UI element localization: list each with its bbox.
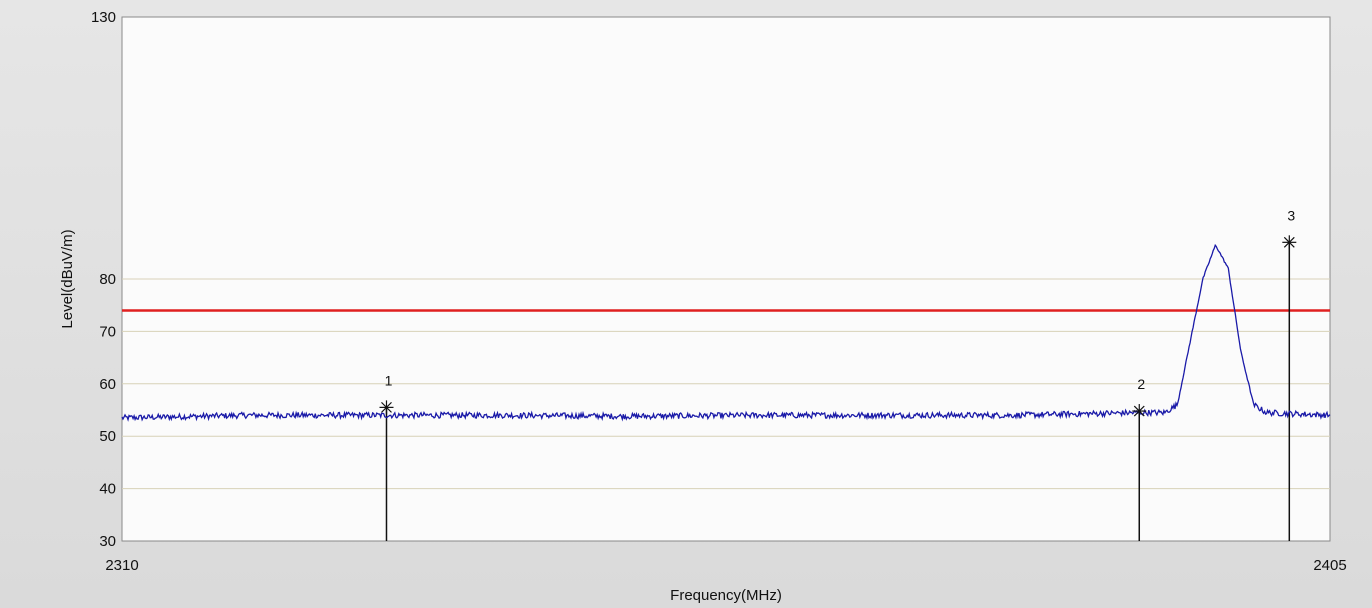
- y-axis-title: Level(dBuV/m): [59, 229, 76, 328]
- y-tick-label: 60: [99, 376, 116, 393]
- marker-lines: [385, 242, 1291, 541]
- y-tick-label: 130: [91, 9, 116, 26]
- marker-point-3: [1282, 235, 1297, 250]
- markers: 1 2 3: [379, 207, 1297, 419]
- y-tick-label: 50: [99, 428, 116, 445]
- x-axis-title: Frequency(MHz): [670, 587, 782, 604]
- marker-point-1: [379, 400, 394, 415]
- marker-point-2: [1132, 404, 1147, 419]
- y-tick-label: 30: [99, 533, 116, 550]
- marker-label-3: 3: [1287, 207, 1295, 223]
- marker-star-stroke: [1133, 405, 1145, 417]
- y-axis-tick-labels: 30 40 50 60 70 80 130: [91, 9, 116, 550]
- y-tick-label: 80: [99, 271, 116, 288]
- series-layer: [121, 243, 1331, 422]
- x-tick-label: 2405: [1313, 557, 1346, 574]
- marker-label-2: 2: [1137, 376, 1145, 392]
- y-tick-label: 40: [99, 481, 116, 498]
- x-tick-label: 2310: [105, 557, 138, 574]
- marker-star-stroke: [1283, 236, 1295, 248]
- y-tick-label: 70: [99, 323, 116, 340]
- marker-label-1: 1: [385, 372, 393, 388]
- marker-star-stroke: [381, 401, 392, 413]
- series-line: [121, 243, 1331, 422]
- x-axis-tick-labels: 2310 2405: [105, 557, 1346, 574]
- gridlines: [122, 278, 1330, 490]
